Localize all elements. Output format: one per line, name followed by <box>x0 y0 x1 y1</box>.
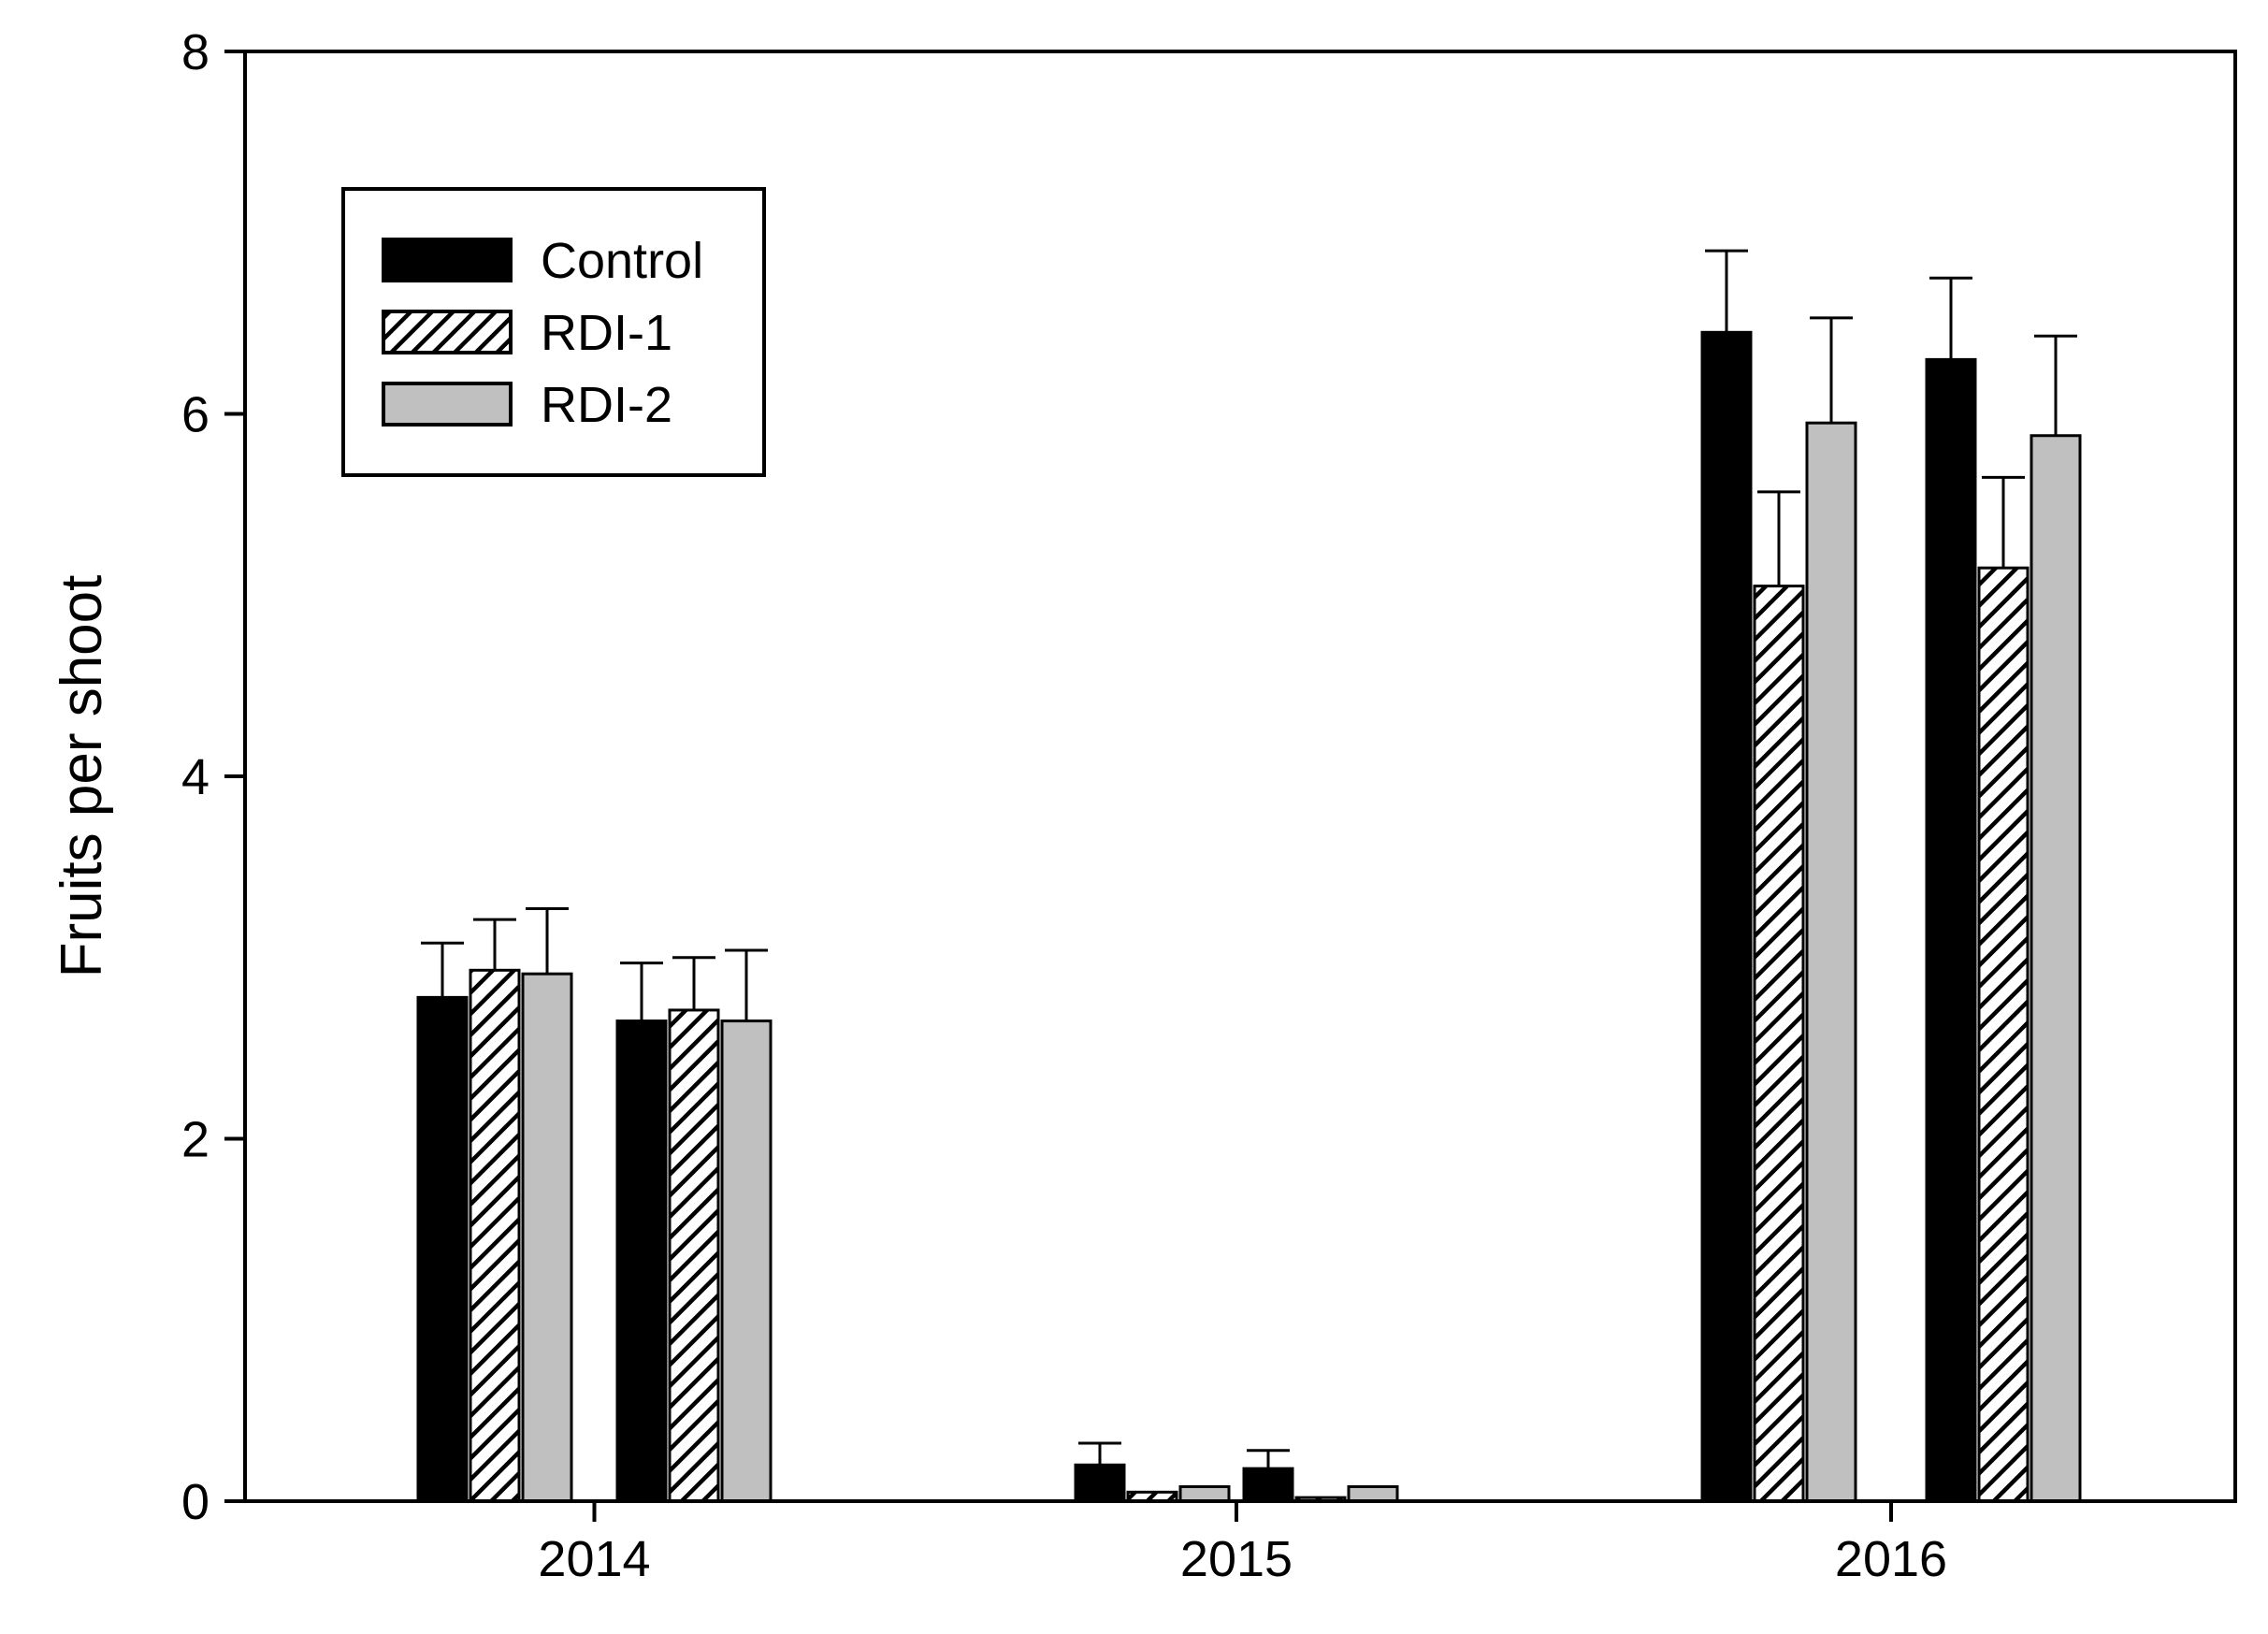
legend-swatch-rdi-2 <box>382 382 513 427</box>
legend-label-rdi-2: RDI-2 <box>541 377 672 433</box>
legend-label-control: Control <box>541 233 703 289</box>
x-tick-label-2015: 2015 <box>1180 1531 1293 1587</box>
error-bar-control-2014-2 <box>620 962 663 1021</box>
error-bar-rdi-1-2016-1 <box>1757 490 1800 586</box>
y-tick-label-2: 2 <box>181 1112 209 1168</box>
y-tick-label-6: 6 <box>181 387 209 443</box>
x-tick-label-2016: 2016 <box>1835 1531 1947 1587</box>
bar-rdi-2-2014-1 <box>521 972 573 1503</box>
bar-rdi-2-2016-1 <box>1805 421 1857 1503</box>
legend-swatch-control <box>382 238 513 282</box>
error-bar-rdi-1-2014-1 <box>473 918 516 971</box>
error-bar-control-2015-2 <box>1247 1449 1290 1469</box>
x-tick-label-2014: 2014 <box>538 1531 650 1587</box>
x-axis: 2014 2015 2016 <box>538 1501 1947 1587</box>
error-bar-rdi-2-2016-2 <box>2034 334 2077 436</box>
error-bar-control-2014-1 <box>421 941 464 998</box>
legend: Control RDI-1 RDI-2 <box>341 187 766 477</box>
bar-rdi-1-2014-1 <box>469 968 521 1503</box>
bar-rdi-2-2015-2 <box>1347 1485 1399 1503</box>
bar-rdi-2-2015-1 <box>1178 1485 1231 1503</box>
legend-label-rdi-1: RDI-1 <box>541 305 672 361</box>
error-bar-rdi-1-2016-2 <box>1982 475 2025 569</box>
error-bar-control-2016-1 <box>1705 249 1748 333</box>
bar-control-2014-2 <box>615 1019 668 1503</box>
y-tick-label-4: 4 <box>181 749 209 805</box>
legend-swatch-rdi-1 <box>382 310 513 354</box>
bar-rdi-1-2016-1 <box>1753 585 1805 1503</box>
error-bar-rdi-2-2014-2 <box>725 948 768 1021</box>
bar-rdi-2-2016-2 <box>2030 434 2082 1503</box>
bar-rdi-1-2016-2 <box>1977 566 2030 1503</box>
y-tick-label-0: 0 <box>181 1474 209 1530</box>
error-bar-rdi-2-2014-1 <box>526 906 569 975</box>
bars-layer <box>416 330 2082 1503</box>
y-tick-label-8: 8 <box>181 24 209 80</box>
bar-control-2016-1 <box>1700 330 1753 1503</box>
error-bar-rdi-2-2016-1 <box>1810 316 1853 424</box>
bar-rdi-1-2014-2 <box>668 1008 720 1503</box>
bar-control-2015-1 <box>1074 1463 1126 1503</box>
error-bar-rdi-1-2014-2 <box>672 956 715 1010</box>
bar-control-2016-2 <box>1925 357 1977 1503</box>
bar-control-2015-2 <box>1242 1467 1294 1503</box>
bar-rdi-2-2014-2 <box>720 1019 773 1503</box>
y-axis-label: Fruits per shoot <box>50 575 114 978</box>
error-bar-control-2015-1 <box>1078 1441 1121 1466</box>
error-bars-layer <box>421 249 2077 1469</box>
bar-control-2014-1 <box>416 995 469 1503</box>
y-axis: 0 2 4 6 8 <box>181 24 245 1530</box>
error-bar-control-2016-2 <box>1929 276 1972 360</box>
